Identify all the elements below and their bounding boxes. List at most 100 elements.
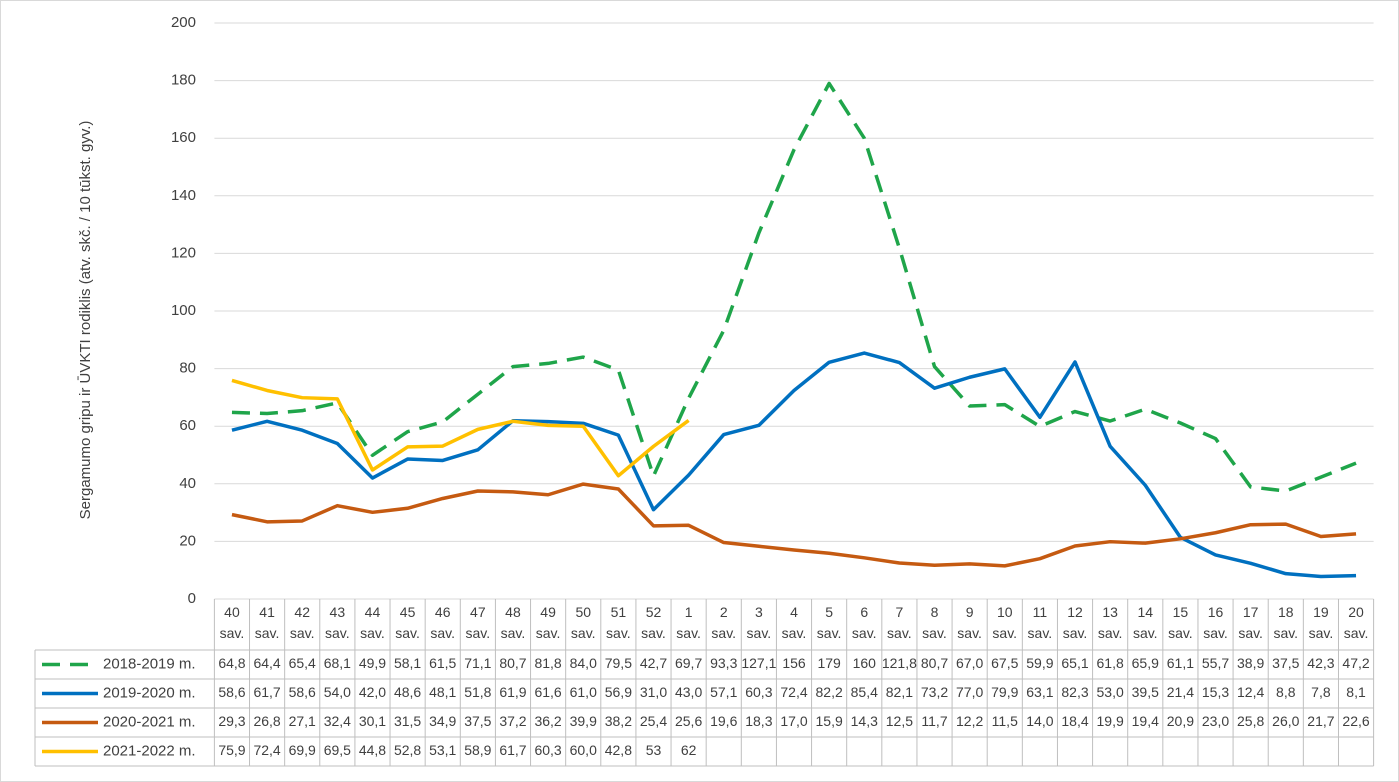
data-table-value: 7,8: [1311, 684, 1331, 700]
x-tick-label: 11 sav.: [1027, 604, 1053, 641]
x-tick-label-box: 8 sav.: [922, 604, 947, 641]
data-table-value: 59,9: [1026, 655, 1053, 671]
data-table-value: 19,6: [710, 713, 737, 729]
legend-label: 2018-2019 m.: [103, 655, 196, 672]
x-tick-label-box: 16 sav.: [1203, 604, 1228, 641]
data-table-value: 85,4: [851, 684, 878, 700]
x-tick-label-box: 4 sav.: [782, 604, 807, 641]
data-table-value: 82,3: [1061, 684, 1088, 700]
data-table-value: 54,0: [324, 684, 351, 700]
x-tick-label: 20 sav.: [1343, 604, 1369, 641]
data-table-value: 11,5: [992, 713, 1018, 729]
x-tick-label-box: 18 sav.: [1273, 604, 1298, 641]
x-tick-label-box: 6 sav.: [852, 604, 877, 641]
data-table-value: 12,2: [956, 713, 983, 729]
data-table-value: 53: [646, 742, 662, 758]
data-table-value: 60,3: [745, 684, 772, 700]
y-tick-label: 180: [171, 72, 196, 89]
data-table-value: 12,4: [1237, 684, 1264, 700]
data-table-value: 68,1: [324, 655, 351, 671]
x-tick-label: 44 sav.: [360, 604, 385, 641]
data-table-value: 25,8: [1237, 713, 1264, 729]
data-table-value: 38,9: [1237, 655, 1264, 671]
x-tick-label-box: 7 sav.: [887, 604, 912, 641]
x-tick-label-box: 15 sav.: [1168, 604, 1193, 641]
data-table-value: 19,4: [1132, 713, 1159, 729]
data-table-value: 77,0: [956, 684, 983, 700]
y-tick-label: 20: [179, 532, 196, 549]
data-table-value: 53,1: [429, 742, 456, 758]
x-tick-label: 50 sav.: [570, 604, 596, 641]
x-tick-label-box: 2 sav.: [711, 604, 736, 641]
x-tick-label: 49 sav.: [535, 604, 561, 641]
data-table-value: 65,4: [289, 655, 316, 671]
x-tick-label-box: 45 sav.: [395, 604, 420, 641]
y-axis-label: Sergamumo gripu ir ŪVKTI rodiklis (atv. …: [77, 121, 94, 520]
x-tick-label-box: 52 sav.: [641, 604, 666, 641]
data-table-value: 48,1: [429, 684, 456, 700]
data-table-value: 34,9: [429, 713, 456, 729]
data-table-value: 48,6: [394, 684, 421, 700]
series-line: [231, 378, 690, 478]
x-tick-label-box: 50 sav.: [570, 604, 596, 641]
x-tick-label-box: 14 sav.: [1132, 604, 1158, 641]
data-table-value: 64,4: [253, 655, 280, 671]
data-table-value: 15,9: [816, 713, 843, 729]
data-table-value: 14,3: [851, 713, 878, 729]
data-table-value: 67,0: [956, 655, 983, 671]
x-tick-label: 51 sav.: [606, 604, 631, 641]
data-table-value: 127,1: [741, 655, 776, 671]
data-table-value: 69,9: [289, 742, 316, 758]
data-table-value: 44,8: [359, 742, 386, 758]
data-table-value: 31,5: [394, 713, 421, 729]
data-table-value: 93,3: [710, 655, 737, 671]
data-table-value: 29,3: [218, 713, 245, 729]
x-tick-label: 13 sav.: [1097, 604, 1123, 641]
series-line: [231, 351, 1357, 579]
data-table-value: 32,4: [324, 713, 351, 729]
data-table-value: 79,5: [605, 655, 632, 671]
data-table-value: 47,2: [1342, 655, 1369, 671]
data-table-value: 38,2: [605, 713, 632, 729]
data-table-value: 37,2: [499, 713, 526, 729]
data-table-value: 12,5: [886, 713, 913, 729]
x-tick-label: 47 sav.: [465, 604, 491, 641]
x-tick-label-box: 48 sav.: [500, 604, 526, 641]
x-tick-label-box: 13 sav.: [1097, 604, 1123, 641]
x-tick-label-box: 3 sav.: [747, 604, 772, 641]
x-tick-label: 48 sav.: [500, 604, 526, 641]
y-tick-label: 0: [188, 590, 196, 607]
data-table-value: 67,5: [991, 655, 1018, 671]
x-tick-label-box: 20 sav.: [1343, 604, 1369, 641]
data-table-value: 18,4: [1061, 713, 1088, 729]
x-tick-label-box: 19 sav.: [1309, 604, 1334, 641]
data-table-value: 61,5: [429, 655, 456, 671]
data-table-value: 39,5: [1132, 684, 1159, 700]
data-table-value: 15,3: [1202, 684, 1229, 700]
data-table-value: 21,7: [1307, 713, 1334, 729]
data-table-value: 75,9: [218, 742, 245, 758]
data-table-value: 19,9: [1097, 713, 1124, 729]
x-tick-label: 10 sav.: [992, 604, 1018, 641]
data-table-value: 42,3: [1307, 655, 1334, 671]
data-table-value: 42,8: [605, 742, 632, 758]
x-tick-label: 14 sav.: [1132, 604, 1158, 641]
data-table-value: 52,8: [394, 742, 421, 758]
y-tick-label: 80: [179, 360, 196, 377]
data-table-value: 26,0: [1272, 713, 1299, 729]
data-table-value: 57,1: [710, 684, 737, 700]
legend-label: 2020-2021 m.: [103, 713, 196, 730]
x-tick-label-box: 40 sav.: [219, 604, 245, 641]
x-tick-label-box: 42 sav.: [290, 604, 315, 641]
data-table-value: 65,1: [1061, 655, 1088, 671]
y-tick-label: 100: [171, 302, 196, 319]
data-table-value: 11,7: [921, 713, 947, 729]
x-tick-label-box: 12 sav.: [1063, 604, 1088, 641]
data-table-value: 69,7: [675, 655, 702, 671]
x-tick-label: 5 sav.: [816, 604, 842, 641]
data-table-value: 25,4: [640, 713, 667, 729]
x-tick-label: 40 sav.: [219, 604, 245, 641]
data-table-value: 14,0: [1026, 713, 1053, 729]
